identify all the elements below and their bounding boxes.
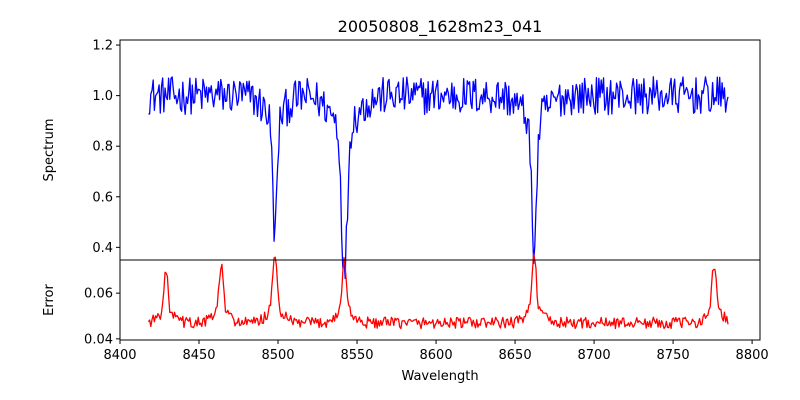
x-tick-label: 8800 <box>736 348 769 363</box>
x-tick-label: 8450 <box>182 348 215 363</box>
spectrum-series-line <box>148 76 729 280</box>
error-series-line <box>147 253 729 330</box>
x-axis-label: Wavelength <box>401 369 478 384</box>
y-tick-label: 0.06 <box>84 287 113 302</box>
y-tick-label: 0.8 <box>92 140 113 155</box>
y-tick-label: 1.2 <box>92 39 113 54</box>
chart-title: 20050808_1628m23_041 <box>338 17 543 37</box>
y-tick-label: 1.0 <box>92 89 113 104</box>
y-tick-label: 0.6 <box>92 190 113 205</box>
x-tick-label: 8750 <box>657 348 690 363</box>
y-axis-label-spectrum: Spectrum <box>42 119 57 182</box>
x-tick-label: 8600 <box>420 348 453 363</box>
x-tick-label: 8700 <box>578 348 611 363</box>
spectrum-panel: 0.4 0.6 0.8 1.0 1.2 <box>92 39 761 280</box>
x-tick-label: 8650 <box>499 348 532 363</box>
spectrum-plot-frame <box>119 39 761 261</box>
y-tick-label: 0.04 <box>84 332 113 347</box>
error-plot-frame <box>119 259 761 341</box>
x-tick-label: 8400 <box>103 348 136 363</box>
x-tick-label: 8500 <box>261 348 294 363</box>
x-tick-label: 8550 <box>340 348 373 363</box>
y-axis-label-error: Error <box>42 284 57 316</box>
error-panel: 0.04 0.06 8400 8450 8500 8550 8600 8650 8700 8750… <box>84 253 769 363</box>
y-tick-label: 0.4 <box>92 241 113 256</box>
